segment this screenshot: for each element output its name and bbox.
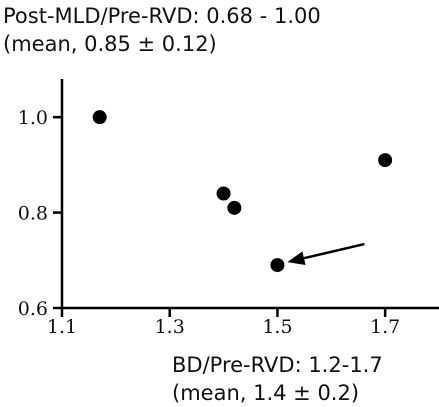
x-tick-label: 1.5 [262, 316, 292, 338]
x-axis-label-line-1: BD/Pre-RVD: 1.2-1.7 [172, 353, 383, 377]
data-point [92, 110, 107, 125]
annotation-arrow-head [287, 251, 306, 266]
y-tick-label: 0.8 [18, 203, 48, 225]
y-tick-label: 0.6 [18, 298, 48, 320]
data-point [216, 186, 231, 201]
annotation-arrow-shaft [303, 242, 365, 260]
x-axis-label-line-2: (mean, 1.4 ± 0.2) [172, 381, 360, 405]
axes [60, 79, 439, 310]
data-points [92, 110, 393, 273]
title-line-1: Post-MLD/Pre-RVD: 0.68 - 1.00 [3, 4, 321, 28]
x-tick-label: 1.1 [47, 316, 77, 338]
chart-title: Post-MLD/Pre-RVD: 0.68 - 1.00 (mean, 0.8… [3, 2, 321, 58]
x-tick-label: 1.7 [370, 316, 400, 338]
data-point [270, 258, 285, 273]
title-line-2: (mean, 0.85 ± 0.12) [3, 32, 217, 56]
x-tick-label: 1.3 [155, 316, 185, 338]
data-point [227, 200, 242, 215]
tick-group: 1.1 1.3 1.5 1.7 0.6 0.8 1.0 [18, 107, 400, 338]
x-axis-label: BD/Pre-RVD: 1.2-1.7 (mean, 1.4 ± 0.2) [172, 351, 383, 407]
data-point [378, 153, 393, 168]
annotation-group [287, 242, 365, 266]
y-tick-label: 1.0 [18, 107, 48, 129]
